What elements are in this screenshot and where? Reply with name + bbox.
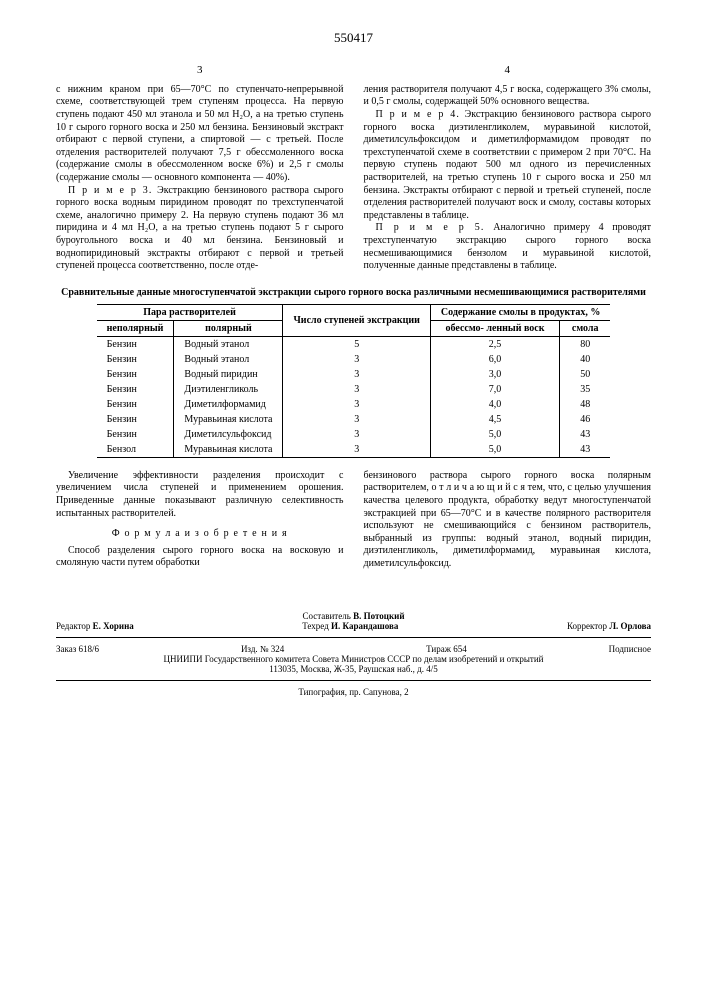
page: 550417 3 с нижним краном при 65—70°С по …	[0, 0, 707, 1000]
th-polar: полярный	[174, 320, 283, 336]
right-p3: П р и м е р 5. Аналогично примеру 4 пров…	[364, 222, 652, 272]
footer-typography: Типография, пр. Сапунова, 2	[56, 687, 651, 697]
table-caption: Сравнительные данные многоступенчатой эк…	[56, 287, 651, 298]
example-4-label: П р и м е р 4.	[376, 109, 461, 120]
footer-org: ЦНИИПИ Государственного комитета Совета …	[56, 654, 651, 664]
table-row: БензолМуравьиная кислота35,043	[97, 442, 611, 458]
footer-divider-1	[56, 637, 651, 638]
corrector: Корректор Л. Орлова	[567, 621, 651, 631]
th-resin: смола	[560, 320, 611, 336]
th-content: Содержание смолы в продуктах, %	[430, 304, 610, 320]
izd-no: Изд. № 324	[241, 644, 284, 654]
techred: Техред И. Карандашова	[302, 621, 398, 631]
table-row: БензинДиметилсульфоксид35,043	[97, 427, 611, 442]
th-wax: обессмо- ленный воск	[430, 320, 559, 336]
right-p1: ления растворителя получают 4,5 г воска,…	[364, 84, 652, 109]
lower-right-column: бензинового раствора сырого горного воск…	[364, 470, 652, 571]
footer-composer: Составитель В. Потоцкий	[56, 611, 651, 621]
left-p2: П р и м е р 3. Экстракцию бензинового ра…	[56, 185, 344, 273]
col-number-left: 3	[56, 64, 344, 78]
right-p2-body: Экстракцию бензинового раствора сырого г…	[364, 109, 652, 221]
right-p2: П р и м е р 4. Экстракцию бензинового ра…	[364, 109, 652, 222]
footer: Составитель В. Потоцкий Редактор Е. Хори…	[56, 611, 651, 697]
formula-title: Ф о р м у л а и з о б р е т е н и я	[56, 528, 344, 541]
table-row: БензинДиэтиленгликоль37,035	[97, 382, 611, 397]
lower-left-column: Увеличение эффективности разделения прои…	[56, 470, 344, 571]
patent-number: 550417	[56, 30, 651, 46]
right-column: 4 ления растворителя получают 4,5 г воск…	[364, 64, 652, 273]
table-row: БензинВодный этанол52,580	[97, 336, 611, 352]
lower-right-p1: бензинового раствора сырого горного воск…	[364, 470, 652, 571]
example-5-label: П р и м е р 5.	[376, 222, 485, 233]
lower-left-p1: Увеличение эффективности разделения прои…	[56, 470, 344, 520]
upper-columns: 3 с нижним краном при 65—70°С по ступенч…	[56, 64, 651, 273]
footer-credits: Редактор Е. Хорина Техред И. Карандашова…	[56, 621, 651, 631]
th-steps: Число ступеней экстракции	[283, 304, 430, 336]
table-row: БензинВодный этанол36,040	[97, 352, 611, 367]
lower-columns: Увеличение эффективности разделения прои…	[56, 470, 651, 571]
table-row: БензинДиметилформамид34,048	[97, 397, 611, 412]
order-no: Заказ 618/6	[56, 644, 99, 654]
footer-divider-2	[56, 680, 651, 681]
composer-name: В. Потоцкий	[353, 611, 404, 621]
left-column: 3 с нижним краном при 65—70°С по ступенч…	[56, 64, 344, 273]
col-number-right: 4	[364, 64, 652, 78]
th-pair: Пара растворителей	[97, 304, 283, 320]
th-nonpolar: неполярный	[97, 320, 174, 336]
example-3-label: П р и м е р 3.	[68, 185, 153, 196]
left-p2-body: Экстракцию бензинового раствора сырого г…	[56, 185, 344, 272]
tirage: Тираж 654	[426, 644, 467, 654]
table-row: БензинВодный пиридин33,050	[97, 367, 611, 382]
footer-print-info: Заказ 618/6 Изд. № 324 Тираж 654 Подписн…	[56, 644, 651, 654]
table-body: БензинВодный этанол52,580 БензинВодный э…	[97, 336, 611, 457]
left-p1: с нижним краном при 65—70°С по ступенчат…	[56, 84, 344, 185]
editor: Редактор Е. Хорина	[56, 621, 134, 631]
table-row: БензинМуравьиная кислота34,546	[97, 412, 611, 427]
data-table: Пара растворителей Число ступеней экстра…	[97, 304, 611, 458]
footer-address: 113035, Москва, Ж-35, Раушская наб., д. …	[56, 664, 651, 674]
subscription: Подписное	[609, 644, 651, 654]
composer-label: Составитель	[302, 611, 350, 621]
lower-left-p2: Способ разделения сырого горного воска н…	[56, 545, 344, 570]
